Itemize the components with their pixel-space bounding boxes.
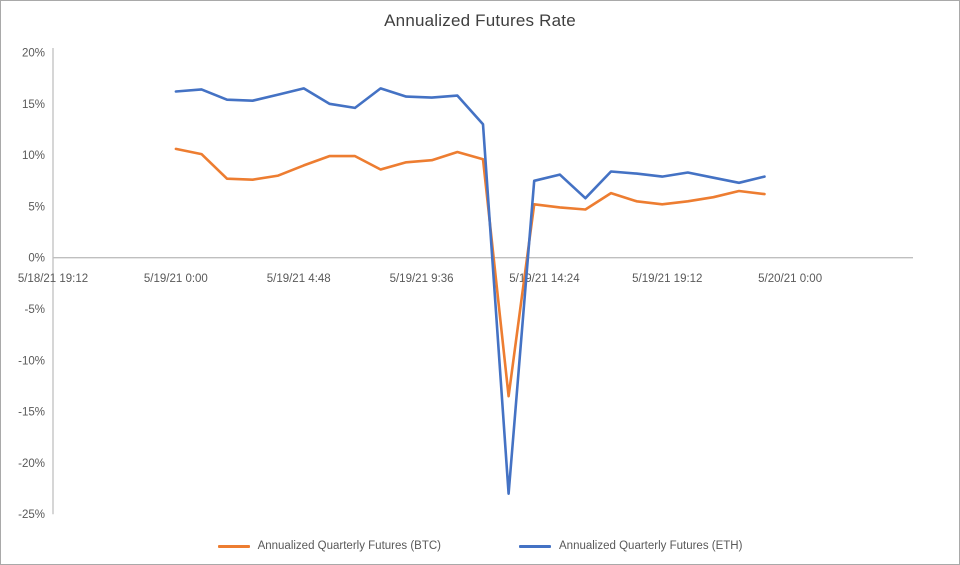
y-axis-tick-label: 10%	[22, 150, 45, 162]
legend-label-btc: Annualized Quarterly Futures (BTC)	[257, 540, 441, 552]
eth-line-swatch	[519, 544, 551, 548]
legend-label-eth: Annualized Quarterly Futures (ETH)	[559, 540, 743, 552]
legend-item-eth: Annualized Quarterly Futures (ETH)	[519, 540, 742, 552]
legend: Annualized Quarterly Futures (BTC) Annua…	[1, 540, 959, 552]
y-axis-tick-label: -10%	[18, 355, 45, 367]
y-axis-tick-label: 20%	[22, 48, 45, 60]
chart-title: Annualized Futures Rate	[384, 11, 576, 30]
x-axis-tick-label: 5/18/21 19:12	[18, 273, 88, 285]
x-axis-tick-label: 5/19/21 0:00	[144, 273, 208, 285]
y-axis-tick-label: 15%	[22, 99, 45, 111]
btc-line-swatch	[217, 544, 250, 548]
y-axis-tick-label: -15%	[18, 407, 45, 419]
legend-item-btc: Annualized Quarterly Futures (BTC)	[217, 540, 441, 552]
x-axis-tick-label: 5/20/21 0:00	[758, 273, 822, 285]
btc-series-line	[174, 147, 766, 398]
x-axis-tick-label: 5/19/21 19:12	[632, 273, 702, 285]
y-axis-tick-label: -25%	[18, 509, 45, 521]
y-axis-tick-label: 5%	[28, 201, 45, 213]
x-axis-tick-label: 5/19/21 4:48	[267, 273, 331, 285]
x-axis-tick-label: 5/19/21 14:24	[509, 273, 580, 285]
y-axis-tick-label: -5%	[25, 304, 45, 316]
y-axis-tick-label: 0%	[28, 253, 45, 265]
x-axis-tick-label: 5/19/21 9:36	[390, 273, 454, 285]
y-axis-tick-label: -20%	[18, 458, 45, 470]
eth-series-line	[174, 87, 766, 496]
